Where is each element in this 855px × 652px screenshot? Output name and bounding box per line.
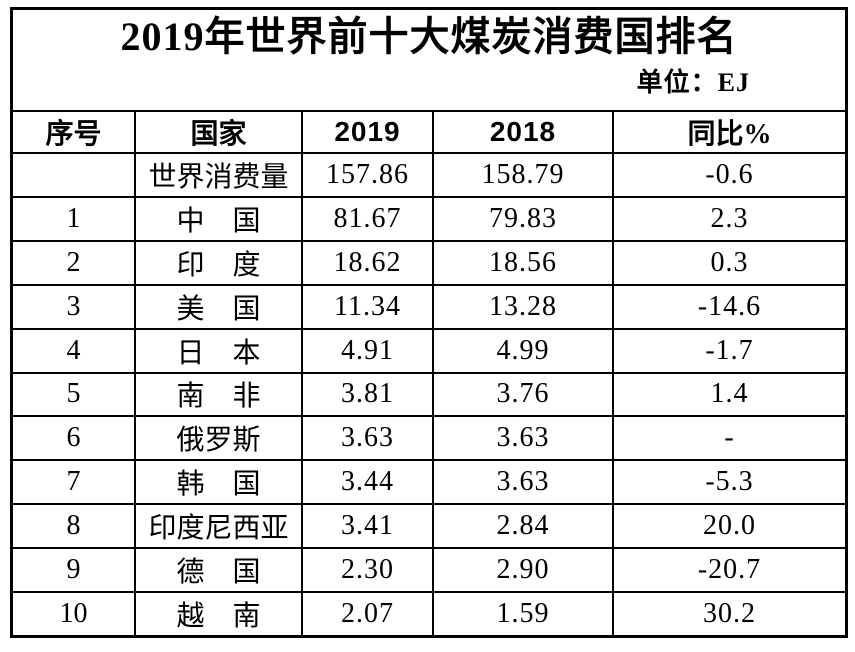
cell-2019: 11.34 xyxy=(301,283,434,330)
table-row: 4 日 本 4.91 4.99 -1.7 xyxy=(13,327,845,374)
table-row: 1 中 国 81.67 79.83 2.3 xyxy=(13,195,845,242)
cell-rank: 4 xyxy=(13,327,136,374)
cell-yoy: -14.6 xyxy=(612,283,845,330)
cell-yoy: - xyxy=(612,415,845,462)
title-area: 2019年世界前十大煤炭消费国排名 单位：EJ xyxy=(13,10,845,112)
cell-2019: 2.30 xyxy=(301,547,434,594)
cell-yoy: -20.7 xyxy=(612,547,845,594)
cell-yoy: 1.4 xyxy=(612,371,845,418)
cell-rank: 6 xyxy=(13,415,136,462)
cell-country: 美 国 xyxy=(134,283,303,330)
cell-rank: 3 xyxy=(13,283,136,330)
cell-yoy: 2.3 xyxy=(612,195,845,242)
table-row: 10 越 南 2.07 1.59 30.2 xyxy=(13,591,845,635)
table-row: 3 美 国 11.34 13.28 -14.6 xyxy=(13,283,845,330)
header-row: 序号 国家 2019 2018 同比% xyxy=(13,112,845,154)
page-title: 2019年世界前十大煤炭消费国排名 xyxy=(120,14,738,59)
cell-2018: 18.56 xyxy=(432,239,614,286)
table-row: 6 俄罗斯 3.63 3.63 - xyxy=(13,415,845,462)
table-row: 9 德 国 2.30 2.90 -20.7 xyxy=(13,547,845,594)
ranking-table: 序号 国家 2019 2018 同比% 世界消费量 157.86 158.79 … xyxy=(13,112,845,635)
cell-2019: 157.86 xyxy=(301,152,434,198)
coal-ranking-sheet: 2019年世界前十大煤炭消费国排名 单位：EJ 序号 国家 2019 2018 … xyxy=(10,7,848,638)
cell-yoy: -0.6 xyxy=(612,152,845,198)
col-header-rank: 序号 xyxy=(13,112,136,154)
table-row-world: 世界消费量 157.86 158.79 -0.6 xyxy=(13,152,845,198)
table-row: 5 南 非 3.81 3.76 1.4 xyxy=(13,371,845,418)
unit-label: 单位：EJ xyxy=(636,68,750,97)
cell-country: 印度尼西亚 xyxy=(134,503,303,550)
cell-rank: 5 xyxy=(13,371,136,418)
cell-2019: 4.91 xyxy=(301,327,434,374)
cell-rank xyxy=(13,152,136,198)
cell-yoy: 0.3 xyxy=(612,239,845,286)
cell-rank: 8 xyxy=(13,503,136,550)
cell-2019: 3.81 xyxy=(301,371,434,418)
cell-2019: 3.41 xyxy=(301,503,434,550)
table-row: 7 韩 国 3.44 3.63 -5.3 xyxy=(13,459,845,506)
cell-rank: 9 xyxy=(13,547,136,594)
cell-2018: 79.83 xyxy=(432,195,614,242)
cell-2019: 81.67 xyxy=(301,195,434,242)
cell-2018: 13.28 xyxy=(432,283,614,330)
cell-yoy: -1.7 xyxy=(612,327,845,374)
cell-country: 韩 国 xyxy=(134,459,303,506)
cell-country: 俄罗斯 xyxy=(134,415,303,462)
cell-yoy: 30.2 xyxy=(612,591,845,635)
cell-rank: 10 xyxy=(13,591,136,635)
cell-country: 日 本 xyxy=(134,327,303,374)
cell-country: 南 非 xyxy=(134,371,303,418)
col-header-yoy: 同比% xyxy=(612,112,845,154)
cell-2018: 2.84 xyxy=(432,503,614,550)
table-row: 2 印 度 18.62 18.56 0.3 xyxy=(13,239,845,286)
cell-country: 印 度 xyxy=(134,239,303,286)
cell-country: 德 国 xyxy=(134,547,303,594)
cell-2019: 3.44 xyxy=(301,459,434,506)
cell-rank: 2 xyxy=(13,239,136,286)
col-header-country: 国家 xyxy=(134,112,303,154)
cell-2018: 3.76 xyxy=(432,371,614,418)
cell-yoy: 20.0 xyxy=(612,503,845,550)
col-header-2018: 2018 xyxy=(432,112,614,154)
cell-2018: 4.99 xyxy=(432,327,614,374)
cell-2018: 158.79 xyxy=(432,152,614,198)
cell-2018: 3.63 xyxy=(432,459,614,506)
col-header-2019: 2019 xyxy=(301,112,434,154)
cell-2019: 18.62 xyxy=(301,239,434,286)
cell-2018: 1.59 xyxy=(432,591,614,635)
cell-2018: 2.90 xyxy=(432,547,614,594)
cell-2019: 3.63 xyxy=(301,415,434,462)
cell-country: 越 南 xyxy=(134,591,303,635)
cell-country: 世界消费量 xyxy=(134,152,303,198)
cell-rank: 7 xyxy=(13,459,136,506)
cell-2018: 3.63 xyxy=(432,415,614,462)
cell-country: 中 国 xyxy=(134,195,303,242)
cell-rank: 1 xyxy=(13,195,136,242)
table-row: 8 印度尼西亚 3.41 2.84 20.0 xyxy=(13,503,845,550)
cell-2019: 2.07 xyxy=(301,591,434,635)
cell-yoy: -5.3 xyxy=(612,459,845,506)
